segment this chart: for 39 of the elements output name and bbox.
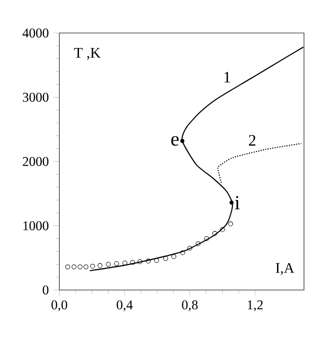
point bbox=[138, 259, 142, 264]
y-tick-label: 0 bbox=[42, 286, 48, 294]
point bbox=[204, 236, 210, 241]
point bbox=[163, 256, 168, 261]
point bbox=[65, 264, 70, 270]
point bbox=[196, 241, 201, 246]
annotation: i bbox=[234, 196, 240, 210]
y-axis-title: T ,K bbox=[74, 48, 101, 60]
point bbox=[72, 264, 76, 270]
point bbox=[212, 231, 218, 236]
annotation: e bbox=[171, 136, 179, 146]
point bbox=[90, 264, 96, 269]
y-tick-label: 1000 bbox=[23, 221, 48, 230]
point bbox=[180, 138, 184, 143]
point bbox=[230, 200, 234, 205]
point bbox=[114, 261, 119, 266]
series-label: 1 bbox=[224, 72, 230, 82]
point bbox=[146, 258, 151, 264]
point bbox=[154, 258, 159, 263]
point bbox=[78, 264, 82, 270]
point bbox=[122, 260, 128, 266]
x-tick-label: 0,4 bbox=[116, 300, 133, 312]
point bbox=[180, 250, 186, 256]
point bbox=[98, 263, 102, 268]
x-tick-label: 0,8 bbox=[182, 300, 198, 312]
point bbox=[228, 221, 233, 226]
y-tick-label: 3000 bbox=[22, 92, 48, 102]
point bbox=[220, 227, 225, 232]
point bbox=[84, 264, 88, 270]
x-tick-label: 1,2 bbox=[248, 300, 263, 312]
y-tick-label: 4000 bbox=[22, 28, 48, 38]
point bbox=[171, 254, 176, 259]
point bbox=[130, 260, 135, 265]
point bbox=[187, 246, 192, 251]
y-tick-label: 2000 bbox=[22, 157, 48, 166]
x-tick-label: 0,0 bbox=[52, 300, 68, 312]
series-label: 2 bbox=[248, 134, 256, 146]
point bbox=[106, 262, 111, 267]
x-axis-title: I,A bbox=[276, 263, 294, 276]
